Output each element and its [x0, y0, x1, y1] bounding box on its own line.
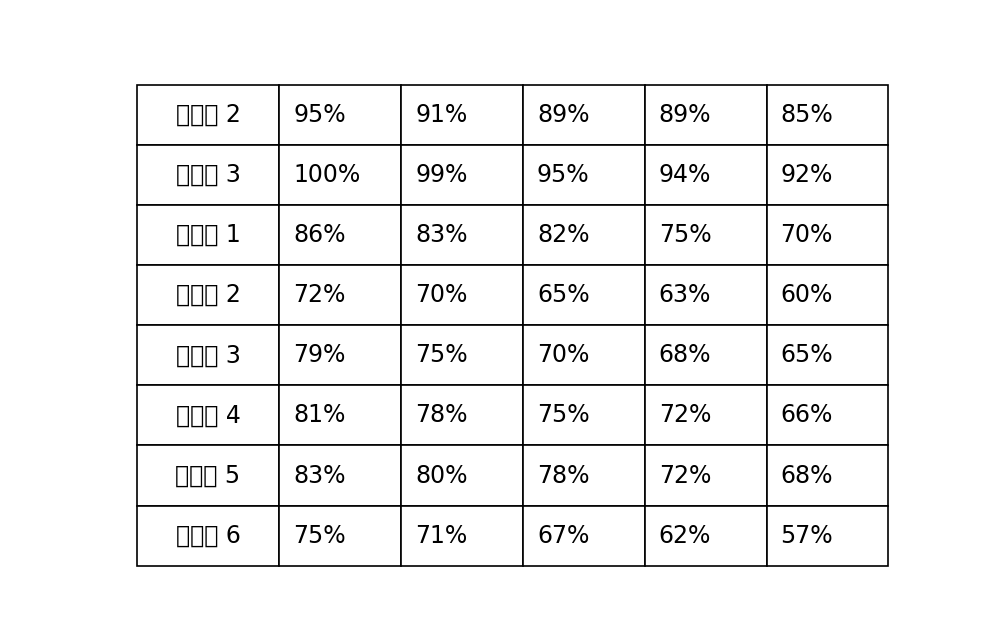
Text: 71%: 71%	[415, 524, 467, 547]
Bar	[645, 205, 767, 265]
Text: 75%: 75%	[537, 403, 590, 428]
Bar	[279, 385, 401, 446]
Text: 72%: 72%	[659, 403, 711, 428]
Text: 75%: 75%	[415, 343, 468, 367]
Bar	[279, 265, 401, 325]
Text: 100%: 100%	[293, 163, 361, 187]
Text: 80%: 80%	[415, 464, 468, 488]
Bar	[767, 506, 888, 565]
Text: 92%: 92%	[781, 163, 833, 187]
Bar	[645, 265, 767, 325]
Text: 对比例 2: 对比例 2	[176, 283, 240, 307]
Text: 94%: 94%	[659, 163, 711, 187]
Text: 75%: 75%	[293, 524, 346, 547]
Text: 89%: 89%	[659, 103, 711, 127]
Text: 70%: 70%	[415, 283, 468, 307]
Bar	[523, 506, 645, 565]
Bar	[279, 205, 401, 265]
Text: 对比例 6: 对比例 6	[176, 524, 240, 547]
Text: 99%: 99%	[415, 163, 468, 187]
Text: 60%: 60%	[781, 283, 833, 307]
Text: 对比例 4: 对比例 4	[176, 403, 240, 428]
Text: 83%: 83%	[293, 464, 346, 488]
Bar	[137, 205, 279, 265]
Bar	[137, 446, 279, 506]
Bar	[279, 506, 401, 565]
Text: 实施例 3: 实施例 3	[176, 163, 240, 187]
Bar	[645, 85, 767, 145]
Text: 89%: 89%	[537, 103, 589, 127]
Bar	[401, 205, 523, 265]
Text: 72%: 72%	[293, 283, 346, 307]
Bar	[137, 145, 279, 205]
Text: 68%: 68%	[781, 464, 833, 488]
Text: 95%: 95%	[537, 163, 590, 187]
Text: 63%: 63%	[659, 283, 711, 307]
Text: 67%: 67%	[537, 524, 589, 547]
Bar	[767, 85, 888, 145]
Bar	[137, 265, 279, 325]
Bar	[767, 325, 888, 385]
Bar	[767, 205, 888, 265]
Text: 62%: 62%	[659, 524, 711, 547]
Bar	[401, 385, 523, 446]
Bar	[401, 85, 523, 145]
Text: 65%: 65%	[537, 283, 590, 307]
Bar	[279, 446, 401, 506]
Text: 对比例 1: 对比例 1	[176, 223, 240, 247]
Text: 65%: 65%	[781, 343, 833, 367]
Bar	[137, 385, 279, 446]
Bar	[645, 446, 767, 506]
Text: 85%: 85%	[781, 103, 833, 127]
Bar	[401, 446, 523, 506]
Bar	[767, 385, 888, 446]
Bar	[279, 145, 401, 205]
Bar	[137, 506, 279, 565]
Text: 对比例 3: 对比例 3	[176, 343, 240, 367]
Text: 66%: 66%	[781, 403, 833, 428]
Bar	[645, 145, 767, 205]
Bar	[645, 506, 767, 565]
Text: 79%: 79%	[293, 343, 346, 367]
Text: 75%: 75%	[659, 223, 711, 247]
Text: 68%: 68%	[659, 343, 711, 367]
Bar	[767, 446, 888, 506]
Bar	[401, 325, 523, 385]
Bar	[767, 265, 888, 325]
Bar	[523, 145, 645, 205]
Bar	[279, 85, 401, 145]
Text: 对比例 5: 对比例 5	[175, 464, 241, 488]
Bar	[523, 446, 645, 506]
Bar	[401, 145, 523, 205]
Text: 78%: 78%	[537, 464, 589, 488]
Text: 72%: 72%	[659, 464, 711, 488]
Text: 70%: 70%	[781, 223, 833, 247]
Text: 86%: 86%	[293, 223, 346, 247]
Bar	[137, 325, 279, 385]
Text: 91%: 91%	[415, 103, 467, 127]
Bar	[137, 85, 279, 145]
Bar	[645, 385, 767, 446]
Bar	[523, 265, 645, 325]
Text: 81%: 81%	[293, 403, 346, 428]
Bar	[401, 506, 523, 565]
Bar	[767, 145, 888, 205]
Text: 57%: 57%	[781, 524, 833, 547]
Bar	[645, 325, 767, 385]
Bar	[523, 325, 645, 385]
Text: 实施例 2: 实施例 2	[176, 103, 240, 127]
Text: 83%: 83%	[415, 223, 468, 247]
Bar	[401, 265, 523, 325]
Bar	[523, 85, 645, 145]
Bar	[523, 205, 645, 265]
Text: 70%: 70%	[537, 343, 589, 367]
Text: 78%: 78%	[415, 403, 468, 428]
Bar	[279, 325, 401, 385]
Text: 95%: 95%	[293, 103, 346, 127]
Bar	[523, 385, 645, 446]
Text: 82%: 82%	[537, 223, 589, 247]
